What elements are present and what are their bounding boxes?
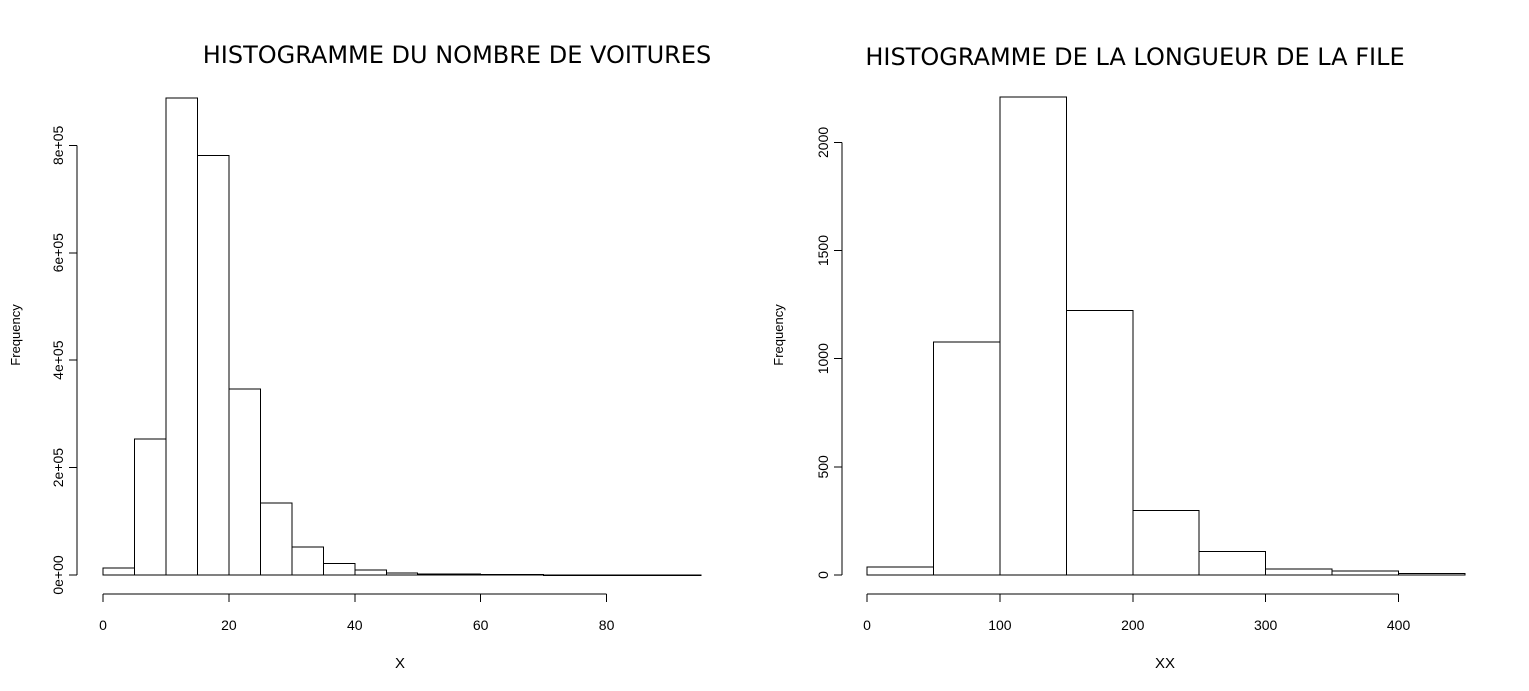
histogram-bar: [228, 388, 261, 576]
histogram-bar: [574, 574, 608, 576]
histogram-bar: [669, 574, 702, 576]
x-tick-label: 80: [599, 617, 615, 633]
histogram-panel-queue-length: HISTOGRAMME DE LA LONGUEUR DE LA FILE 0 10…: [771, 43, 1466, 672]
histogram-bar: [1132, 510, 1200, 576]
x-tick-label: 60: [473, 617, 489, 633]
x-axis-label: XX: [1155, 655, 1175, 672]
histogram-bar: [1398, 573, 1466, 576]
histogram-bar: [637, 574, 671, 576]
histogram-bar: [1331, 570, 1400, 576]
y-tick-label: 8e+05: [50, 125, 66, 165]
x-tick-label: 300: [1254, 617, 1278, 633]
histogram-bar: [385, 572, 419, 576]
y-tick-label: 2e+05: [50, 448, 66, 488]
x-tick-label: 100: [988, 617, 1012, 633]
histogram-bar: [417, 573, 450, 576]
histogram-bar: [866, 566, 934, 576]
y-axis-label: Frequency: [771, 304, 786, 366]
y-axis-label: Frequency: [8, 304, 23, 366]
histogram-bar: [448, 573, 482, 576]
histogram-bar: [932, 341, 1001, 576]
histogram-panel-cars: HISTOGRAMME DU NOMBRE DE VOITURES 0 20 40 60…: [8, 41, 711, 672]
y-tick-label: 1000: [815, 343, 831, 374]
y-tick-label: 0: [815, 571, 831, 579]
x-axis-label: X: [395, 655, 405, 672]
histogram-bar: [102, 567, 135, 576]
x-tick-label: 200: [1121, 617, 1145, 633]
x-tick-label: 0: [99, 617, 107, 633]
histogram-bar: [511, 574, 545, 576]
histogram-bar: [322, 563, 356, 576]
chart-title: HISTOGRAMME DU NOMBRE DE VOITURES: [203, 41, 712, 69]
y-tick-label: 500: [815, 455, 831, 479]
histogram-bar: [196, 155, 230, 576]
histogram-bar: [606, 574, 639, 576]
y-tick-label: 1500: [815, 235, 831, 266]
histogram-bar: [133, 438, 167, 576]
y-tick-label: 2000: [815, 127, 831, 158]
y-tick-label: 0e+00: [50, 555, 66, 595]
histogram-bar: [1265, 568, 1333, 576]
x-tick-label: 40: [347, 617, 363, 633]
histogram-bar: [354, 569, 387, 576]
histogram-bar: [1198, 551, 1267, 576]
histogram-bar: [999, 96, 1067, 576]
histogram-bar: [291, 546, 324, 576]
x-tick-label: 20: [221, 617, 237, 633]
histogram-bar: [259, 502, 293, 576]
x-tick-label: 400: [1387, 617, 1411, 633]
y-tick-label: 4e+05: [50, 340, 66, 380]
histogram-bar: [480, 573, 513, 576]
x-tick-label: 0: [863, 617, 871, 633]
histogram-bar: [165, 97, 198, 576]
chart-title: HISTOGRAMME DE LA LONGUEUR DE LA FILE: [865, 43, 1404, 71]
histogram-bar: [543, 574, 576, 576]
y-tick-label: 6e+05: [50, 233, 66, 273]
histogram-bar: [1065, 310, 1134, 576]
